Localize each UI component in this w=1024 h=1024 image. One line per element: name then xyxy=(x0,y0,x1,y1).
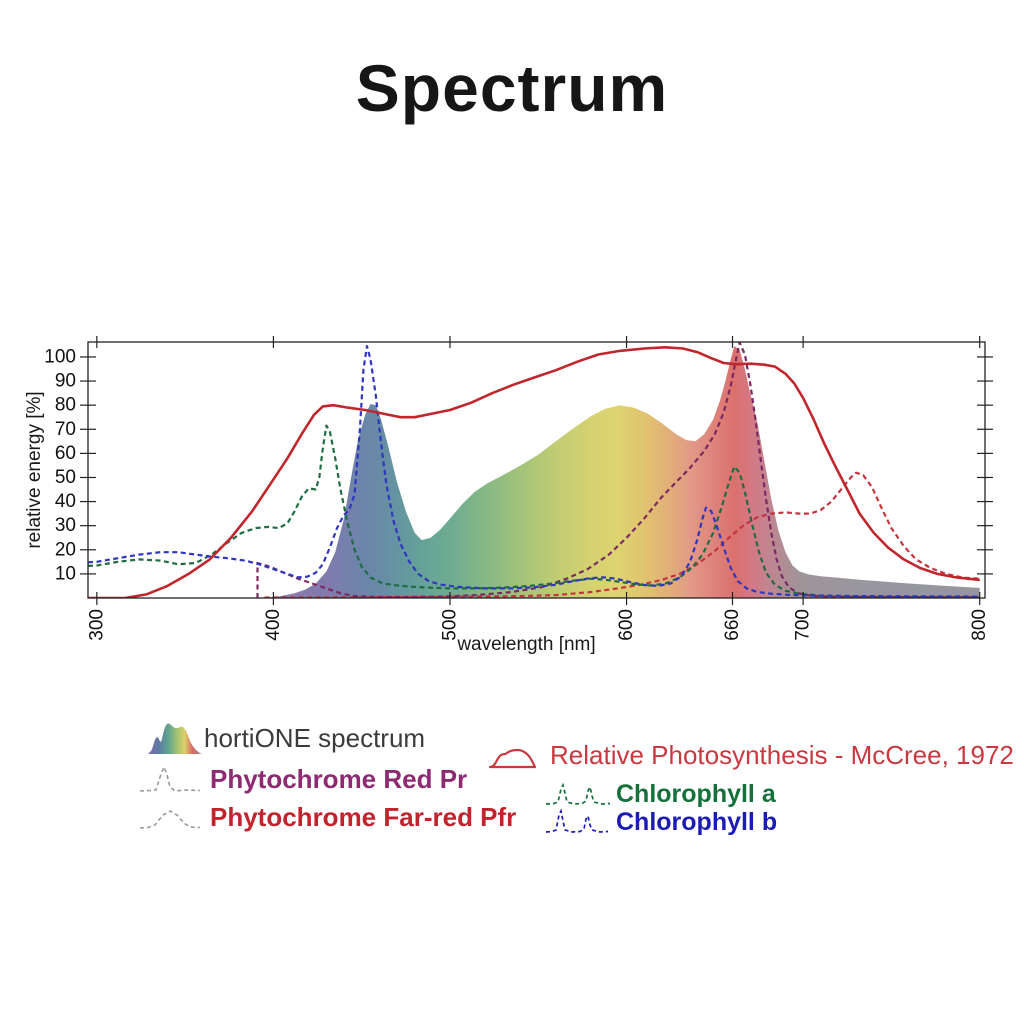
x-tick-label: 800 xyxy=(969,609,990,641)
phytochrome-pr-curve-icon xyxy=(116,762,210,796)
series-chlorophyll-a xyxy=(88,424,980,598)
series-hortione-spectrum xyxy=(262,346,980,598)
x-tick-label: 300 xyxy=(86,609,107,641)
mccree-curve-icon xyxy=(476,743,550,769)
series-phytochrome-pfr xyxy=(264,471,980,598)
y-tick-label: 70 xyxy=(55,419,76,440)
phytochrome-pfr-curve-icon xyxy=(116,800,210,834)
x-axis-label: wavelength [nm] xyxy=(456,634,595,655)
y-tick-label: 90 xyxy=(55,371,76,392)
legend-label-phytochrome-pr: Phytochrome Red Pr xyxy=(210,763,468,794)
legend-label-hortione: hortiONE spectrum xyxy=(204,722,426,753)
legend-item-chlorophyll-a: Chlorophyll a xyxy=(540,779,776,809)
x-tick-label: 500 xyxy=(439,609,460,641)
y-tick-label: 20 xyxy=(55,539,76,560)
x-tick-label: 600 xyxy=(616,609,637,641)
y-tick-label: 100 xyxy=(44,346,76,367)
series-phytochrome-pr xyxy=(256,342,980,598)
legend-label-chlorophyll-a: Chlorophyll a xyxy=(616,779,776,808)
y-tick-label: 80 xyxy=(55,395,76,416)
y-tick-label: 30 xyxy=(55,515,76,536)
legend-item-phytochrome-pfr: Phytochrome Far-red Pfr xyxy=(116,800,516,834)
legend-label-mccree: Relative Photosynthesis - McCree, 1972 xyxy=(550,740,1014,770)
legend-label-phytochrome-pfr: Phytochrome Far-red Pfr xyxy=(210,801,517,832)
legend-item-mccree: Relative Photosynthesis - McCree, 1972 xyxy=(476,740,1014,771)
x-tick-label: 660 xyxy=(722,609,743,641)
y-axis-label: relative energy [%] xyxy=(24,391,45,548)
y-tick-label: 50 xyxy=(55,467,76,488)
legend-item-hortione: hortiONE spectrum xyxy=(116,720,425,756)
legend-label-chlorophyll-b: Chlorophyll b xyxy=(616,807,778,836)
series-mccree xyxy=(88,346,980,598)
series-chlorophyll-b xyxy=(88,345,980,598)
page-title: Spectrum xyxy=(355,51,669,125)
y-tick-label: 10 xyxy=(55,563,76,584)
plot-border xyxy=(87,341,986,599)
x-tick-label: 700 xyxy=(793,609,814,641)
chlorophyll-a-curve-icon xyxy=(540,779,616,809)
legend-item-phytochrome-pr: Phytochrome Red Pr xyxy=(116,762,467,796)
y-tick-label: 40 xyxy=(55,491,76,512)
x-tick-label: 400 xyxy=(263,609,284,641)
chlorophyll-b-curve-icon xyxy=(540,807,616,837)
y-tick-label: 60 xyxy=(55,443,76,464)
hortione-spectrum-icon xyxy=(116,720,204,756)
legend-item-chlorophyll-b: Chlorophyll b xyxy=(540,807,777,837)
